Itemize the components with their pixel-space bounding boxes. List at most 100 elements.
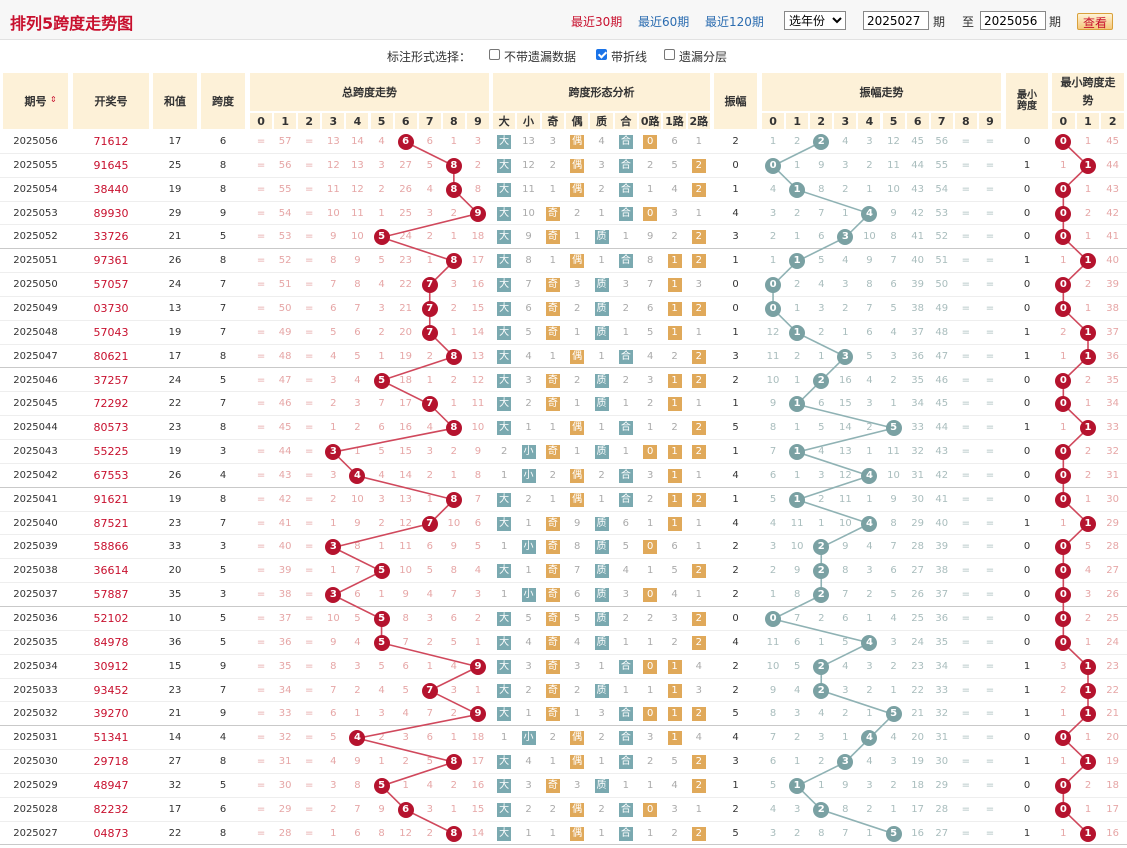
span-miss: 4 [426,422,433,434]
amp-ball: 2 [813,372,830,389]
span-miss: = [305,469,314,481]
span-miss: 22 [399,279,412,291]
draw-number[interactable]: 38440 [93,182,129,196]
draw-number[interactable]: 33726 [93,230,129,244]
with-line-label[interactable]: 带折线 [611,50,648,64]
amp-miss: 1 [890,803,897,815]
draw-number[interactable]: 29718 [93,755,129,769]
shape-tag: 大 [497,612,512,626]
draw-number[interactable]: 37257 [93,373,129,387]
draw-number[interactable]: 57887 [93,588,129,602]
span-miss: 3 [474,136,482,147]
amp-miss: 3 [866,398,873,410]
draw-number[interactable]: 80573 [93,421,129,435]
draw-number[interactable]: 72292 [93,397,129,411]
draw-number[interactable]: 48947 [93,778,129,792]
span-miss: 1 [450,469,458,481]
draw-number[interactable]: 57043 [93,325,129,339]
draw-number[interactable]: 84978 [93,635,129,649]
query-button[interactable]: 查看 [1077,13,1113,30]
draw-number[interactable]: 87521 [93,516,129,530]
min-span-miss: 44 [1106,159,1120,171]
draw-number[interactable]: 97361 [93,254,129,268]
shape-miss: 1 [598,350,605,362]
span-miss: 10 [399,565,412,577]
span-miss: 7 [378,398,385,410]
draw-number[interactable]: 36614 [93,564,129,578]
span-miss: = [256,827,266,839]
span-miss: 24 [399,231,412,243]
amp-miss: 55 [935,159,949,171]
span-miss: 1 [426,374,433,386]
span-miss: 9 [330,636,337,648]
draw-number[interactable]: 04873 [93,826,129,840]
amp-cell: 5 [732,708,739,720]
draw-number[interactable]: 93452 [93,683,129,697]
with-line-checkbox[interactable] [596,49,607,60]
sum-cell: 20 [168,565,182,577]
draw-number[interactable]: 80621 [93,349,129,363]
amp-miss: = [961,302,971,314]
miss-layer-checkbox[interactable] [664,49,675,60]
shape-tag: 大 [497,635,512,650]
span-miss: 3 [354,398,361,410]
sort-icon[interactable]: ⇕ [50,95,57,104]
draw-number[interactable]: 91645 [93,158,129,172]
draw-number[interactable]: 03730 [93,301,129,315]
amp-miss: 5 [866,350,873,362]
amp-ball: 3 [837,754,854,771]
amp-miss: 1 [866,613,873,624]
shape-tag: 1 [667,731,682,746]
year-select[interactable]: 选年份 [784,11,846,30]
from-issue-input[interactable] [863,11,929,30]
draw-number[interactable]: 91621 [93,492,129,506]
shape-tag: 奇 [545,778,560,793]
shape-miss: 2 [598,803,605,815]
span-cell: 6 [219,803,227,815]
draw-number[interactable]: 39270 [93,707,129,721]
min-span-cell: 0 [1023,493,1031,505]
shape-tag: 奇 [545,588,560,603]
span-miss: 3 [426,446,433,458]
recent-120-link[interactable]: 最近120期 [705,15,764,29]
draw-number[interactable]: 57057 [93,278,129,292]
min-span-cell: 0 [1023,446,1031,458]
draw-number[interactable]: 71612 [93,135,129,148]
no-miss-checkbox[interactable] [489,49,500,60]
draw-number[interactable]: 89930 [93,206,129,220]
draw-number[interactable]: 67553 [93,468,129,482]
span-miss: 6 [402,660,409,672]
min-span-ball: 0 [1055,205,1072,222]
shape-tag: 偶 [570,254,585,269]
recent-30-link[interactable]: 最近30期 [571,15,623,29]
draw-number[interactable]: 82232 [93,802,129,816]
min-span-trend-line [1062,141,1090,835]
min-span-miss: 1 [1084,636,1092,648]
amp-miss: 9 [769,684,777,696]
period-cell: 2025043 [13,446,58,458]
shape-miss: 6 [671,541,678,553]
draw-number[interactable]: 58866 [93,540,129,554]
amp-cell: 5 [732,422,739,434]
draw-number[interactable]: 55225 [93,445,129,459]
draw-number[interactable]: 52102 [93,612,129,625]
sum-cell: 17 [168,803,182,815]
amp-miss: 3 [890,636,897,648]
shape-tag: 大 [497,278,512,293]
no-miss-label[interactable]: 不带遗漏数据 [504,50,577,64]
span-miss: 26 [399,183,412,195]
span-miss: 1 [426,255,433,267]
to-issue-input[interactable] [980,11,1046,30]
period-cell: 2025038 [13,565,58,577]
amp-miss: 2 [769,565,777,577]
miss-layer-label[interactable]: 遗漏分层 [679,50,728,64]
min-span-cell: 0 [1023,136,1031,147]
draw-number[interactable]: 30912 [93,659,129,673]
shape-miss: 4 [646,350,654,362]
draw-number[interactable]: 51341 [93,731,129,745]
span-miss: 2 [378,732,385,744]
shape-tag: 合 [618,349,633,364]
table-row [0,249,1127,274]
span-miss: 8 [450,565,458,577]
recent-60-link[interactable]: 最近60期 [638,15,690,29]
